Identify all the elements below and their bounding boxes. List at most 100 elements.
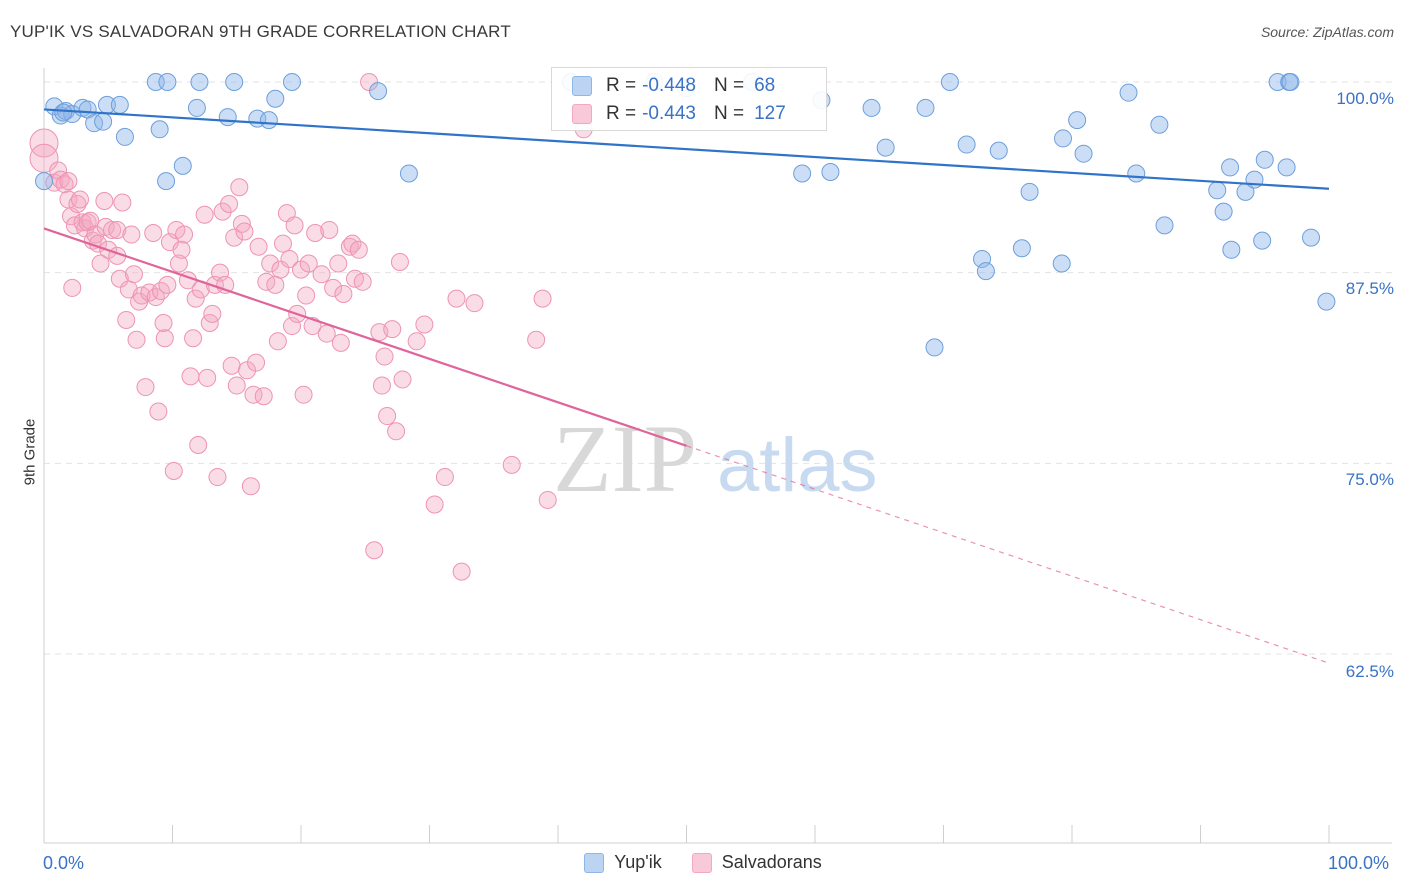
salvadorans-point	[70, 190, 89, 209]
salvadorans-trend-line	[43, 227, 687, 447]
legend-row-salvadorans: R = -0.443 N = 127	[572, 101, 786, 127]
salvadorans-point	[268, 332, 287, 351]
salvadorans-point	[220, 195, 239, 214]
chart-title: YUP'IK VS SALVADORAN 9TH GRADE CORRELATI…	[10, 22, 511, 41]
salvadorans-point	[393, 370, 412, 389]
salvadorans-point	[372, 376, 391, 395]
yupik-point	[266, 89, 285, 108]
x-tick-min: 0.0%	[43, 853, 85, 873]
salvadorans-point	[329, 254, 348, 273]
salvadorans-point	[164, 461, 183, 480]
legend-r-label: R =	[606, 75, 637, 96]
yupik-point	[150, 120, 169, 139]
salvadorans-point	[274, 234, 293, 253]
salvadorans-point	[353, 272, 372, 291]
salvadorans-point	[113, 193, 132, 212]
salvadorans-point	[334, 285, 353, 304]
salvadorans-point	[117, 310, 136, 329]
salvadorans-point	[425, 495, 444, 514]
salvadorans-point	[378, 407, 397, 426]
yupik-point	[283, 73, 302, 91]
salvadorans-point	[271, 260, 290, 279]
yupik-point	[187, 98, 206, 117]
yupik-point	[94, 112, 113, 131]
salvadorans-point	[203, 304, 222, 323]
legend-n-label: N =	[713, 75, 745, 96]
salvadorans-point	[285, 216, 304, 235]
salvadorans-point	[169, 254, 188, 273]
salvadorans-point	[59, 172, 78, 191]
y-axis-label: 9th Grade	[21, 418, 39, 486]
salvadorans-point	[186, 289, 205, 308]
grid-lines	[44, 81, 1392, 655]
salvadorans-point	[213, 202, 232, 221]
salvadorans-point	[266, 275, 285, 294]
salvadorans-point	[280, 249, 299, 268]
salvadorans-point	[320, 220, 339, 239]
salvadorans-point	[365, 541, 384, 560]
salvadorans-point	[181, 367, 200, 386]
salvadorans-points	[29, 73, 593, 581]
salvadorans-point	[146, 288, 165, 307]
salvadorans-point	[297, 286, 316, 305]
salvadorans-point	[29, 128, 59, 158]
yupik-point	[1253, 231, 1272, 250]
salvadorans-point	[91, 254, 110, 273]
yupik-point	[1150, 115, 1169, 134]
legend-r-value: -0.443	[642, 103, 696, 124]
salvadorans-point	[452, 562, 471, 581]
salvadorans-point	[122, 225, 141, 244]
salvadorans-point	[158, 275, 177, 294]
salvadorans-point	[502, 455, 521, 474]
yupik-point	[1119, 83, 1138, 102]
salvadorans-point	[447, 289, 466, 308]
yupik-point	[35, 172, 53, 191]
yupik-point	[1155, 216, 1174, 235]
salvadorans-point	[189, 436, 208, 455]
salvadorans-point	[435, 468, 454, 487]
salvadorans-point	[184, 329, 203, 348]
legend-label-yupik: Yup'ik	[614, 852, 662, 872]
yupik-point	[876, 138, 895, 157]
salvadorans-point	[238, 361, 257, 380]
yupik-point	[925, 338, 944, 357]
salvadorans-point	[375, 347, 394, 366]
salvadorans-point	[140, 283, 159, 302]
salvadorans-point	[81, 211, 100, 230]
salvadorans-point	[527, 330, 546, 349]
yupik-point	[1068, 111, 1087, 130]
source-label: Source: ZipAtlas.com	[1260, 24, 1394, 40]
y-tick-62-5: 62.5%	[1345, 662, 1394, 681]
yupik-point	[110, 95, 129, 114]
legend-n-value: 68	[754, 75, 776, 96]
salvadorans-point	[324, 278, 343, 297]
salvadorans-point	[407, 332, 426, 351]
yupik-point	[916, 98, 935, 117]
y-tick-75: 75.0%	[1345, 470, 1394, 489]
yupik-point	[1020, 182, 1039, 201]
legend-swatch-yupik	[584, 852, 605, 873]
salvadorans-point	[175, 225, 194, 244]
salvadorans-point	[283, 317, 302, 336]
yupik-point	[54, 103, 73, 122]
yupik-point	[1222, 240, 1241, 259]
yupik-point	[1221, 158, 1240, 177]
salvadorans-point	[465, 294, 484, 313]
yupik-point	[399, 164, 418, 183]
yupik-point	[1208, 181, 1227, 200]
series-legend: Yup'ik Salvadorans	[0, 852, 1406, 873]
legend-label-salvadorans: Salvadorans	[721, 852, 822, 872]
yupik-point	[218, 108, 237, 127]
salvadorans-point	[144, 224, 163, 243]
yupik-point	[1074, 144, 1093, 163]
salvadorans-point	[195, 205, 214, 224]
yupik-point	[1281, 73, 1300, 91]
yupik-point	[1277, 158, 1296, 177]
yupik-point	[1052, 254, 1071, 273]
salvadorans-point	[110, 269, 129, 288]
salvadorans-point	[387, 422, 406, 441]
salvadorans-point	[127, 330, 146, 349]
trend-lines	[43, 108, 1330, 664]
legend-swatch-yupik	[572, 76, 592, 96]
